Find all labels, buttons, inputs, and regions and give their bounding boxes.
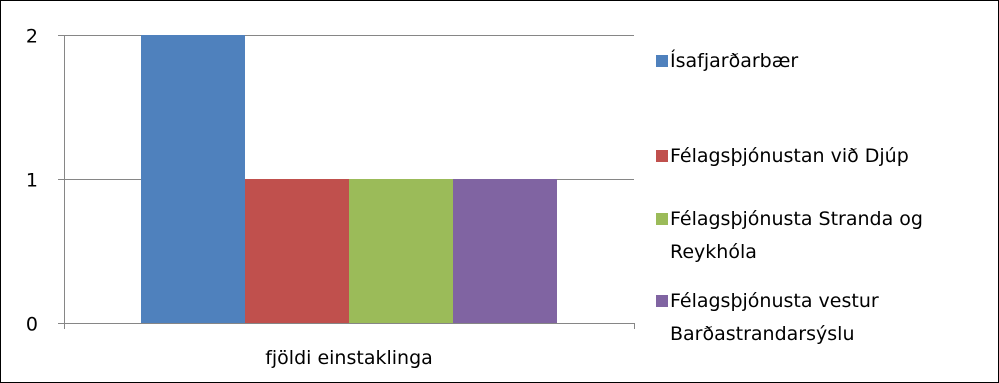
legend-swatch-4 [656, 295, 668, 307]
legend-swatch-3 [656, 213, 668, 225]
bar-series-1 [141, 35, 245, 323]
y-tick-label-0: 0 [26, 314, 38, 336]
legend-label-3: Félagsþjónusta Stranda og Reykhóla [670, 208, 923, 263]
x-category-label: fjöldi einstaklinga [265, 347, 433, 369]
legend-label-4: Félagsþjónusta vestur Barðastrandarsýslu [670, 290, 879, 345]
bars [141, 35, 557, 323]
bar-series-3 [349, 179, 453, 323]
y-tick-label-2: 2 [26, 26, 38, 48]
legend-label-1: Ísafjarðarbær [670, 49, 798, 72]
bar-series-4 [453, 179, 557, 323]
legend-swatch-1 [656, 55, 668, 67]
legend-label-2: Félagsþjónustan við Djúp [670, 145, 909, 167]
legend-swatch-2 [656, 150, 668, 162]
legend: Ísafjarðarbær Félagsþjónustan við Djúp Fél… [656, 49, 923, 345]
bar-series-2 [245, 179, 349, 323]
y-tick-label-1: 1 [26, 170, 38, 192]
